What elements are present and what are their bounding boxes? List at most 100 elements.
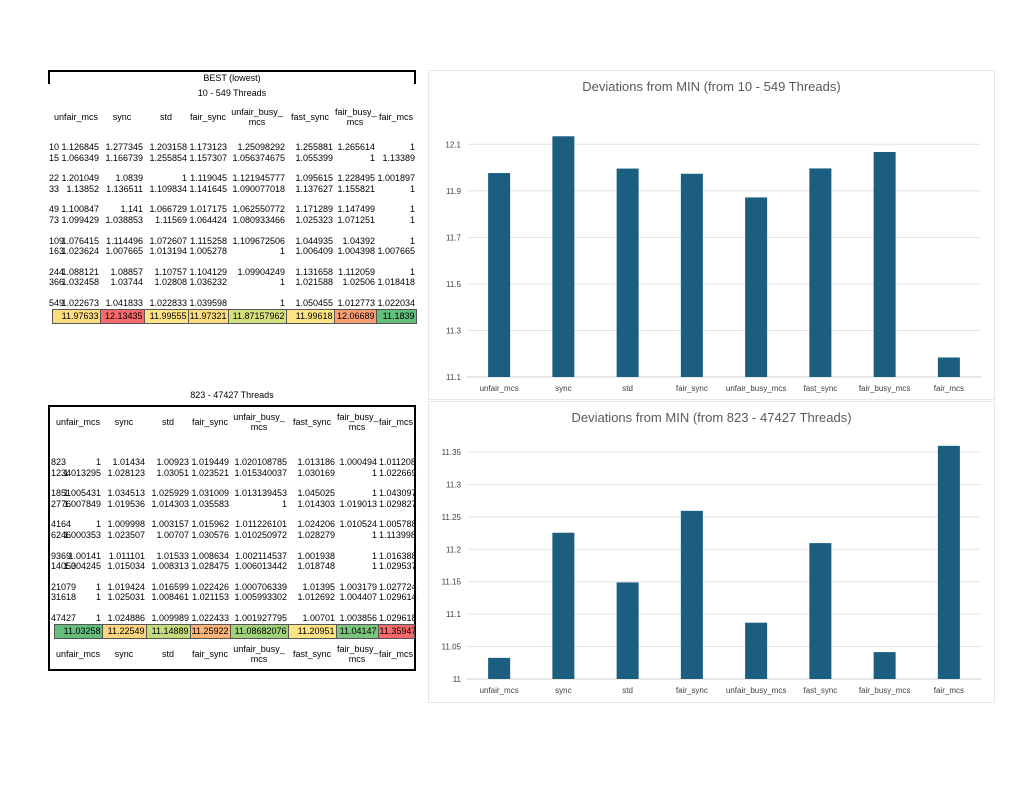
spacer-row — [50, 603, 414, 613]
column-header: std — [161, 417, 174, 427]
value-cell: 1.036232 — [189, 277, 227, 288]
value-cell: 1.088121 — [61, 266, 99, 277]
sum-cell: 12.13435 — [99, 308, 145, 324]
value-cell: 1.02506 — [342, 277, 375, 288]
y-tick-label: 11.35 — [442, 448, 462, 457]
sum-cell: 11.03258 — [53, 623, 103, 639]
value-cell: 1.044935 — [295, 235, 333, 246]
column-header: unfair_mcs — [55, 648, 100, 659]
value-cell: 1.001938 — [297, 550, 335, 561]
cell — [378, 437, 414, 447]
y-tick-label: 11.1 — [446, 610, 462, 619]
x-tick-label: std — [622, 686, 633, 695]
value-cell: 1.001927795 — [234, 612, 287, 623]
value-cell: 1.023624 — [61, 246, 99, 257]
x-tick-label: fair_sync — [676, 384, 708, 393]
spacer-row — [50, 572, 414, 582]
cell — [146, 603, 190, 613]
cell — [288, 541, 336, 551]
value-cell: 1.056374675 — [232, 152, 285, 163]
column-header: unfair_busy_ mcs — [233, 643, 285, 664]
sheet-bottom: 823 - 47427 Threads unfair_mcs sync std fai… — [48, 387, 417, 671]
column-header: fair_sync — [191, 648, 228, 659]
x-tick-label: fast_sync — [803, 384, 837, 393]
value-cell: 1 — [95, 457, 101, 467]
bar — [745, 622, 768, 679]
value-cell: 1.020108785 — [234, 457, 287, 467]
sum-cell: 11.22549 — [101, 623, 147, 639]
column-header: std — [161, 648, 174, 659]
data-row: 163 1.023624 1.007665 1.013194 1.005278 1 1.00… — [48, 246, 416, 257]
x-tick-label: fair_busy_mcs — [859, 686, 911, 695]
value-cell: 1 — [371, 529, 377, 540]
column-header: unfair_mcs — [53, 112, 98, 122]
value-cell: 1.017175 — [189, 204, 227, 215]
cell — [188, 226, 228, 236]
value-cell: 1.062550772 — [232, 204, 285, 215]
value-cell: 1.003179 — [339, 581, 377, 592]
column-header: sync — [114, 417, 134, 427]
value-cell: 1.002114537 — [235, 550, 287, 561]
value-cell: 1 — [409, 266, 415, 277]
spacer-row — [50, 447, 414, 457]
value-cell: 1.00923 — [156, 457, 189, 467]
sum-cell: 11.35947 — [377, 623, 416, 639]
cell — [102, 437, 146, 447]
value-cell: 1 — [371, 488, 377, 499]
cell — [228, 132, 286, 142]
column-header: fast_sync — [290, 112, 330, 122]
value-cell: 1.076415 — [61, 235, 99, 246]
x-tick-label: unfair_mcs — [480, 686, 519, 695]
cell — [54, 447, 102, 457]
value-cell: 1.022426 — [191, 581, 229, 592]
value-cell: 1.028475 — [191, 561, 229, 572]
cell — [230, 437, 288, 447]
value-cell: 1.018748 — [297, 561, 335, 572]
cell — [230, 447, 288, 457]
value-cell: 1.025031 — [107, 592, 145, 603]
value-cell: 1.147499 — [337, 204, 375, 215]
column-header: fair_busy_ mcs — [337, 412, 379, 432]
y-tick-label: 11.25 — [442, 513, 462, 522]
cell — [144, 194, 188, 204]
x-tick-label: fair_sync — [676, 686, 708, 695]
cell — [144, 257, 188, 267]
value-cell: 1.030576 — [191, 529, 229, 540]
value-cell: 1 — [409, 142, 415, 152]
x-tick-label: unfair_busy_mcs — [726, 384, 786, 393]
cell — [336, 447, 378, 457]
cell — [334, 226, 376, 236]
value-cell: 1.064424 — [189, 214, 227, 225]
thread-count: 73 — [49, 214, 60, 225]
value-cell: 1.029827 — [379, 498, 417, 509]
cell — [100, 132, 144, 142]
value-cell: 1.141 — [120, 204, 143, 215]
value-cell: 1 — [369, 152, 375, 163]
bar — [873, 151, 896, 377]
value-cell: 1.136511 — [106, 183, 143, 194]
cell — [378, 541, 414, 551]
value-cell: 1.113998 — [379, 529, 416, 540]
value-cell: 1.025929 — [151, 488, 189, 499]
value-cell: 1.016599 — [151, 581, 189, 592]
value-cell: 1.171289 — [295, 204, 333, 215]
cell — [190, 572, 230, 582]
value-cell: 1 — [409, 204, 415, 215]
data-row: 49 1.100847 1.141 1.066729 1.017175 1.0625507… — [48, 204, 416, 215]
bar — [680, 173, 703, 377]
thread-count: 14053 — [51, 561, 77, 572]
value-cell: 1.008634 — [191, 550, 229, 561]
value-cell: 1.007665 — [377, 246, 415, 257]
value-cell: 1.034513 — [107, 488, 145, 499]
value-cell: 1.011208 — [379, 457, 416, 467]
value-cell: 1 — [279, 246, 285, 257]
value-cell: 1.131658 — [295, 266, 333, 277]
value-cell: 1.022034 — [377, 297, 415, 308]
thread-count: 49 — [49, 204, 60, 215]
value-cell: 1.028123 — [107, 467, 145, 478]
cell — [188, 194, 228, 204]
cell — [334, 257, 376, 267]
x-tick-label: fast_sync — [803, 686, 837, 695]
cell — [334, 288, 376, 298]
cell — [336, 572, 378, 582]
